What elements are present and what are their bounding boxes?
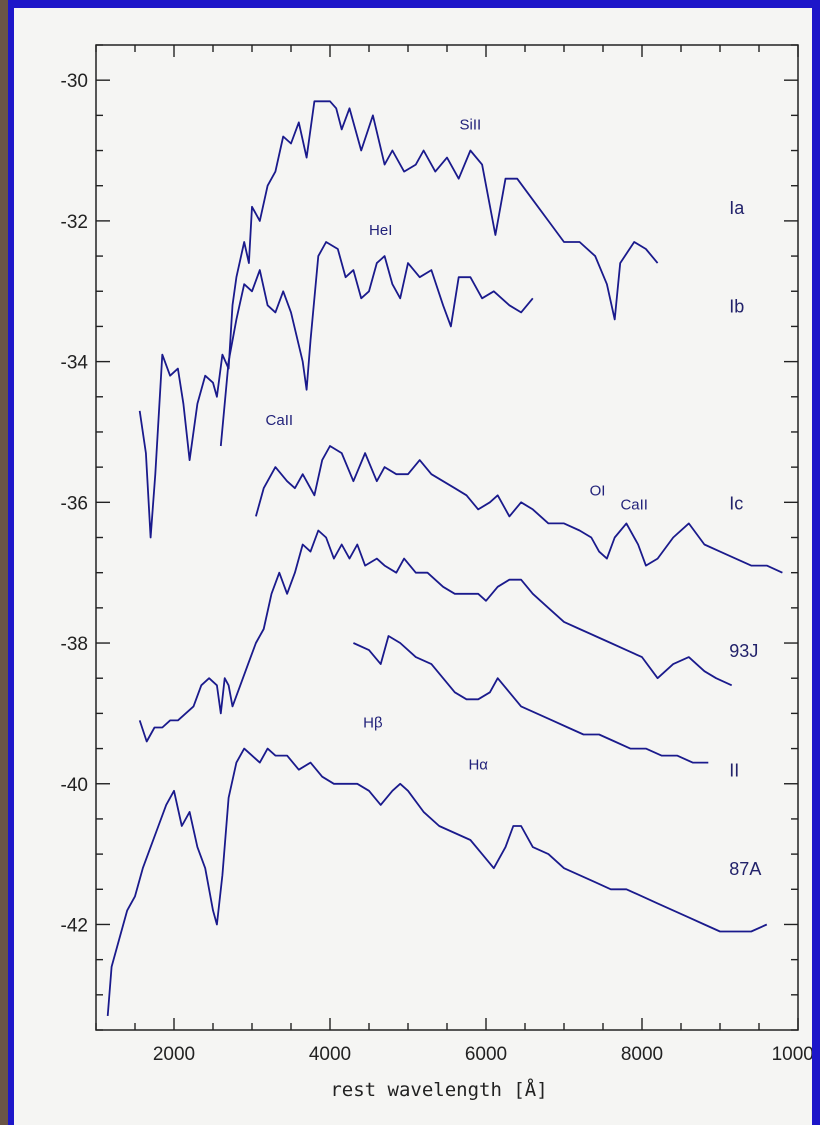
spectra-chart: 2000 4000 6000 8000 10000 -30 -32 -34 -36 -38 -40 -… xyxy=(61,44,812,1101)
paper-sheet: 2000 4000 6000 8000 10000 -30 -32 -34 -36 -38 -40 -… xyxy=(14,8,812,1125)
label-group: Ia Ib Ic 93J II 87A SiII HeI CaII OI CaII Hβ Hα xyxy=(266,116,762,879)
spectrum-line-87a xyxy=(106,747,768,1016)
series-group xyxy=(106,100,783,1016)
line-annotation: Hβ xyxy=(363,714,383,731)
line-annotation: SiII xyxy=(460,116,482,133)
series-label: II xyxy=(729,761,739,781)
line-annotation: Hα xyxy=(468,757,488,774)
x-tick-label: 2000 xyxy=(153,1044,195,1065)
y-tick-label: -32 xyxy=(61,212,88,233)
spectrum-line-93j xyxy=(138,529,733,743)
axis-ticks: 2000 4000 6000 8000 10000 -30 -32 -34 -36 -38 -40 -… xyxy=(61,44,812,1065)
series-label: Ic xyxy=(729,493,743,513)
y-tick-label: -36 xyxy=(61,493,88,514)
series-label: 87A xyxy=(729,859,761,879)
line-annotation: CaII xyxy=(266,412,294,429)
x-tick-label: 10000 xyxy=(772,1044,812,1065)
series-label: Ia xyxy=(729,198,745,218)
y-tick-label: -40 xyxy=(61,775,88,796)
line-annotation: OI xyxy=(590,482,606,499)
series-label: 93J xyxy=(729,641,758,661)
plot-frame xyxy=(95,44,799,1031)
x-axis-label: rest wavelength [Å] xyxy=(330,1078,547,1101)
spectrum-line-ii xyxy=(353,635,709,764)
line-annotation: CaII xyxy=(620,496,648,513)
spectrum-line-ic xyxy=(255,445,783,574)
y-tick-label: -30 xyxy=(61,71,88,92)
x-tick-label: 8000 xyxy=(621,1044,663,1065)
spectrum-line-ib xyxy=(219,241,534,447)
x-tick-label: 6000 xyxy=(465,1044,507,1065)
line-annotation: HeI xyxy=(369,222,392,239)
y-tick-label: -38 xyxy=(61,634,88,655)
series-label: Ib xyxy=(729,296,744,316)
y-tick-label: -42 xyxy=(61,915,88,936)
x-tick-label: 4000 xyxy=(309,1044,351,1065)
spectrum-line-ia xyxy=(138,100,659,539)
y-tick-label: -34 xyxy=(61,353,89,374)
